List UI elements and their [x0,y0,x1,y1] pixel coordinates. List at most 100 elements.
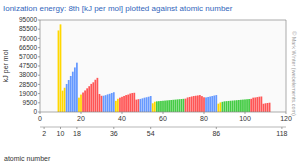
bar [256,97,258,112]
bar [142,98,144,112]
bar [76,63,78,112]
bar [172,100,174,112]
bar [131,93,133,112]
bar [150,96,152,112]
bar [86,88,88,112]
bar [97,78,99,112]
bar [146,97,148,112]
y-axis-label: kJ per mol [2,49,10,82]
bar [185,99,187,112]
x-tick-label: 20 [77,115,85,122]
x-tick [40,112,41,114]
bar [211,96,213,112]
bar [258,97,260,112]
bar [107,94,109,112]
annotation: © Mark Winter (webelements.com) [291,31,297,116]
bar [62,91,64,112]
bar [105,95,107,112]
x2-tick [281,127,282,129]
bar [113,92,115,112]
bar [127,95,129,112]
y-tick-label: 95000 [19,16,37,23]
x2-tick [150,127,151,129]
bar [205,97,207,112]
bar [66,84,68,112]
bar [189,97,191,112]
bar [207,97,209,112]
bar [250,99,252,112]
y-tick-label: 76000 [19,35,37,42]
bar [88,86,90,112]
bar [101,96,103,112]
bar [220,102,222,112]
x2-tick-label: 86 [212,130,220,137]
frame [286,20,287,112]
bar [183,99,185,112]
y-tick-label: 38000 [19,71,37,78]
y-tick-label: 85500 [19,25,37,32]
bar [80,95,82,112]
bar [74,67,76,112]
bar [115,101,117,112]
x-tick [286,112,287,114]
bar [125,95,127,112]
bar [176,99,178,112]
y-tick-label: 66500 [19,44,37,51]
x2-tick-label: 2 [42,130,46,137]
bar [70,76,72,112]
bar [254,97,256,112]
x-tick [163,112,164,114]
bar [64,88,66,112]
x2-tick [216,127,217,129]
bar [203,97,205,112]
bar [191,97,193,112]
bar [152,103,154,112]
bar [78,98,80,112]
x2-tick-label: 18 [73,130,81,137]
frame [40,20,286,21]
x2-tick [60,127,61,129]
bar [195,96,197,112]
bar [90,84,92,112]
bar [170,100,172,112]
bar [129,94,131,112]
x-tick [204,112,205,114]
bar [246,99,248,112]
x-tick [81,112,82,114]
y-tick-label: 19000 [19,90,37,97]
x2-tick-label: 118 [276,130,287,137]
bar [263,104,265,112]
bar [199,95,201,112]
bar [222,102,224,112]
bar [248,99,250,112]
x-tick [122,112,123,114]
bar [193,96,195,112]
x2-tick [76,127,77,129]
bar [84,90,86,112]
bar [60,24,62,112]
bar [148,97,150,112]
bar [265,103,267,112]
bar [103,96,105,112]
bar [240,100,242,112]
x-tick-label: 80 [200,115,208,122]
bar [135,100,137,112]
bar [269,103,271,112]
bar [94,80,96,112]
x-tick-label: 120 [280,115,292,122]
x-tick-label: 0 [38,115,42,122]
y-tick-label: 0 [33,108,37,115]
bar [261,97,263,112]
bar [111,93,113,112]
y-tick-label: 9500 [23,99,38,106]
bar [92,82,94,112]
bar [156,101,158,112]
x-tick [245,112,246,114]
bar [72,72,74,112]
x2-tick-label: 54 [147,130,155,137]
chart: 0950019000285003800047500570006650076000… [0,0,305,165]
x-tick-label: 40 [118,115,126,122]
x-axis-label: atomic number [4,155,51,162]
bar [242,100,244,112]
bar [234,100,236,112]
